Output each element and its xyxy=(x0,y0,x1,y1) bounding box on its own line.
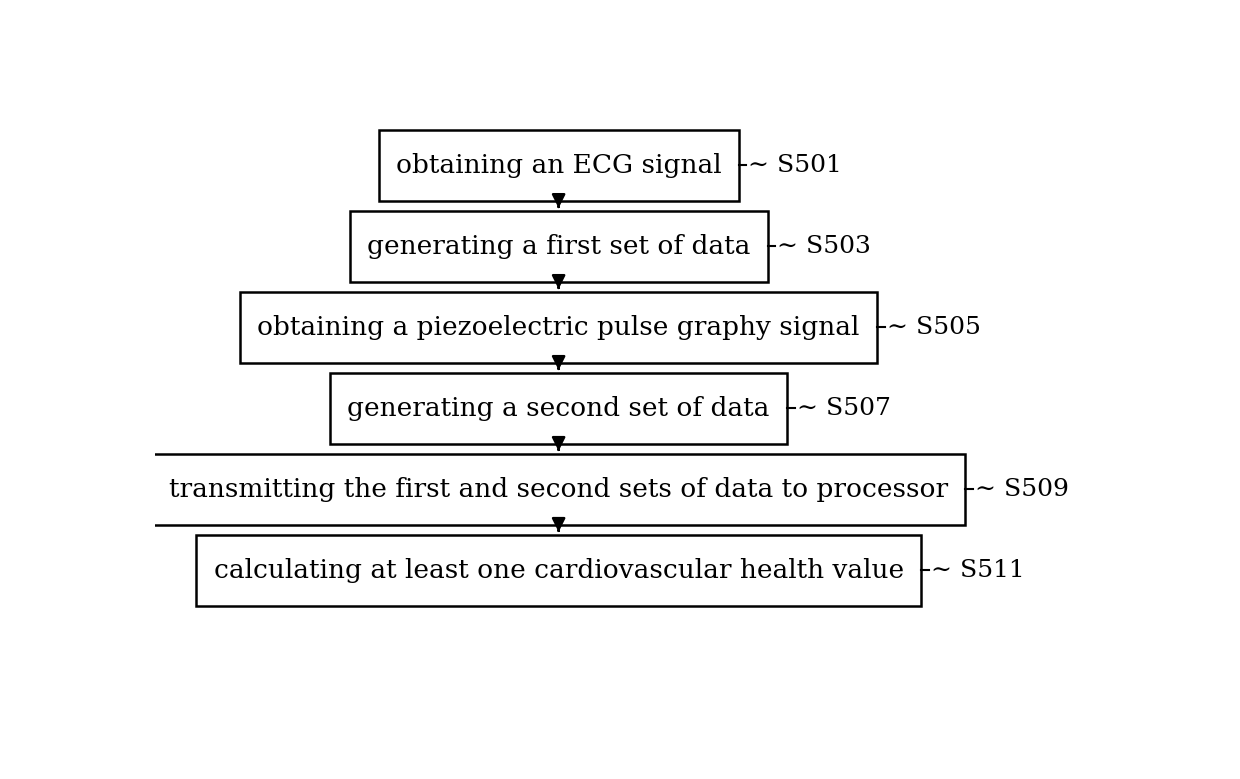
Bar xyxy=(378,130,739,201)
Text: generating a first set of data: generating a first set of data xyxy=(367,234,750,259)
Bar xyxy=(350,211,768,282)
Bar xyxy=(241,292,877,363)
Text: calculating at least one cardiovascular health value: calculating at least one cardiovascular … xyxy=(213,558,904,583)
Bar xyxy=(151,454,966,525)
Text: ∼ S509: ∼ S509 xyxy=(975,478,1069,501)
Bar xyxy=(330,373,787,444)
Text: obtaining an ECG signal: obtaining an ECG signal xyxy=(396,153,722,178)
Bar xyxy=(196,535,921,605)
Text: obtaining a piezoelectric pulse graphy signal: obtaining a piezoelectric pulse graphy s… xyxy=(258,315,859,340)
Text: ∼ S507: ∼ S507 xyxy=(797,397,890,420)
Text: ∼ S501: ∼ S501 xyxy=(749,154,842,177)
Text: ∼ S505: ∼ S505 xyxy=(887,316,981,339)
Text: ∼ S503: ∼ S503 xyxy=(777,235,870,258)
Text: transmitting the first and second sets of data to processor: transmitting the first and second sets o… xyxy=(169,477,949,502)
Text: ∼ S511: ∼ S511 xyxy=(930,559,1024,582)
Text: generating a second set of data: generating a second set of data xyxy=(347,396,770,421)
